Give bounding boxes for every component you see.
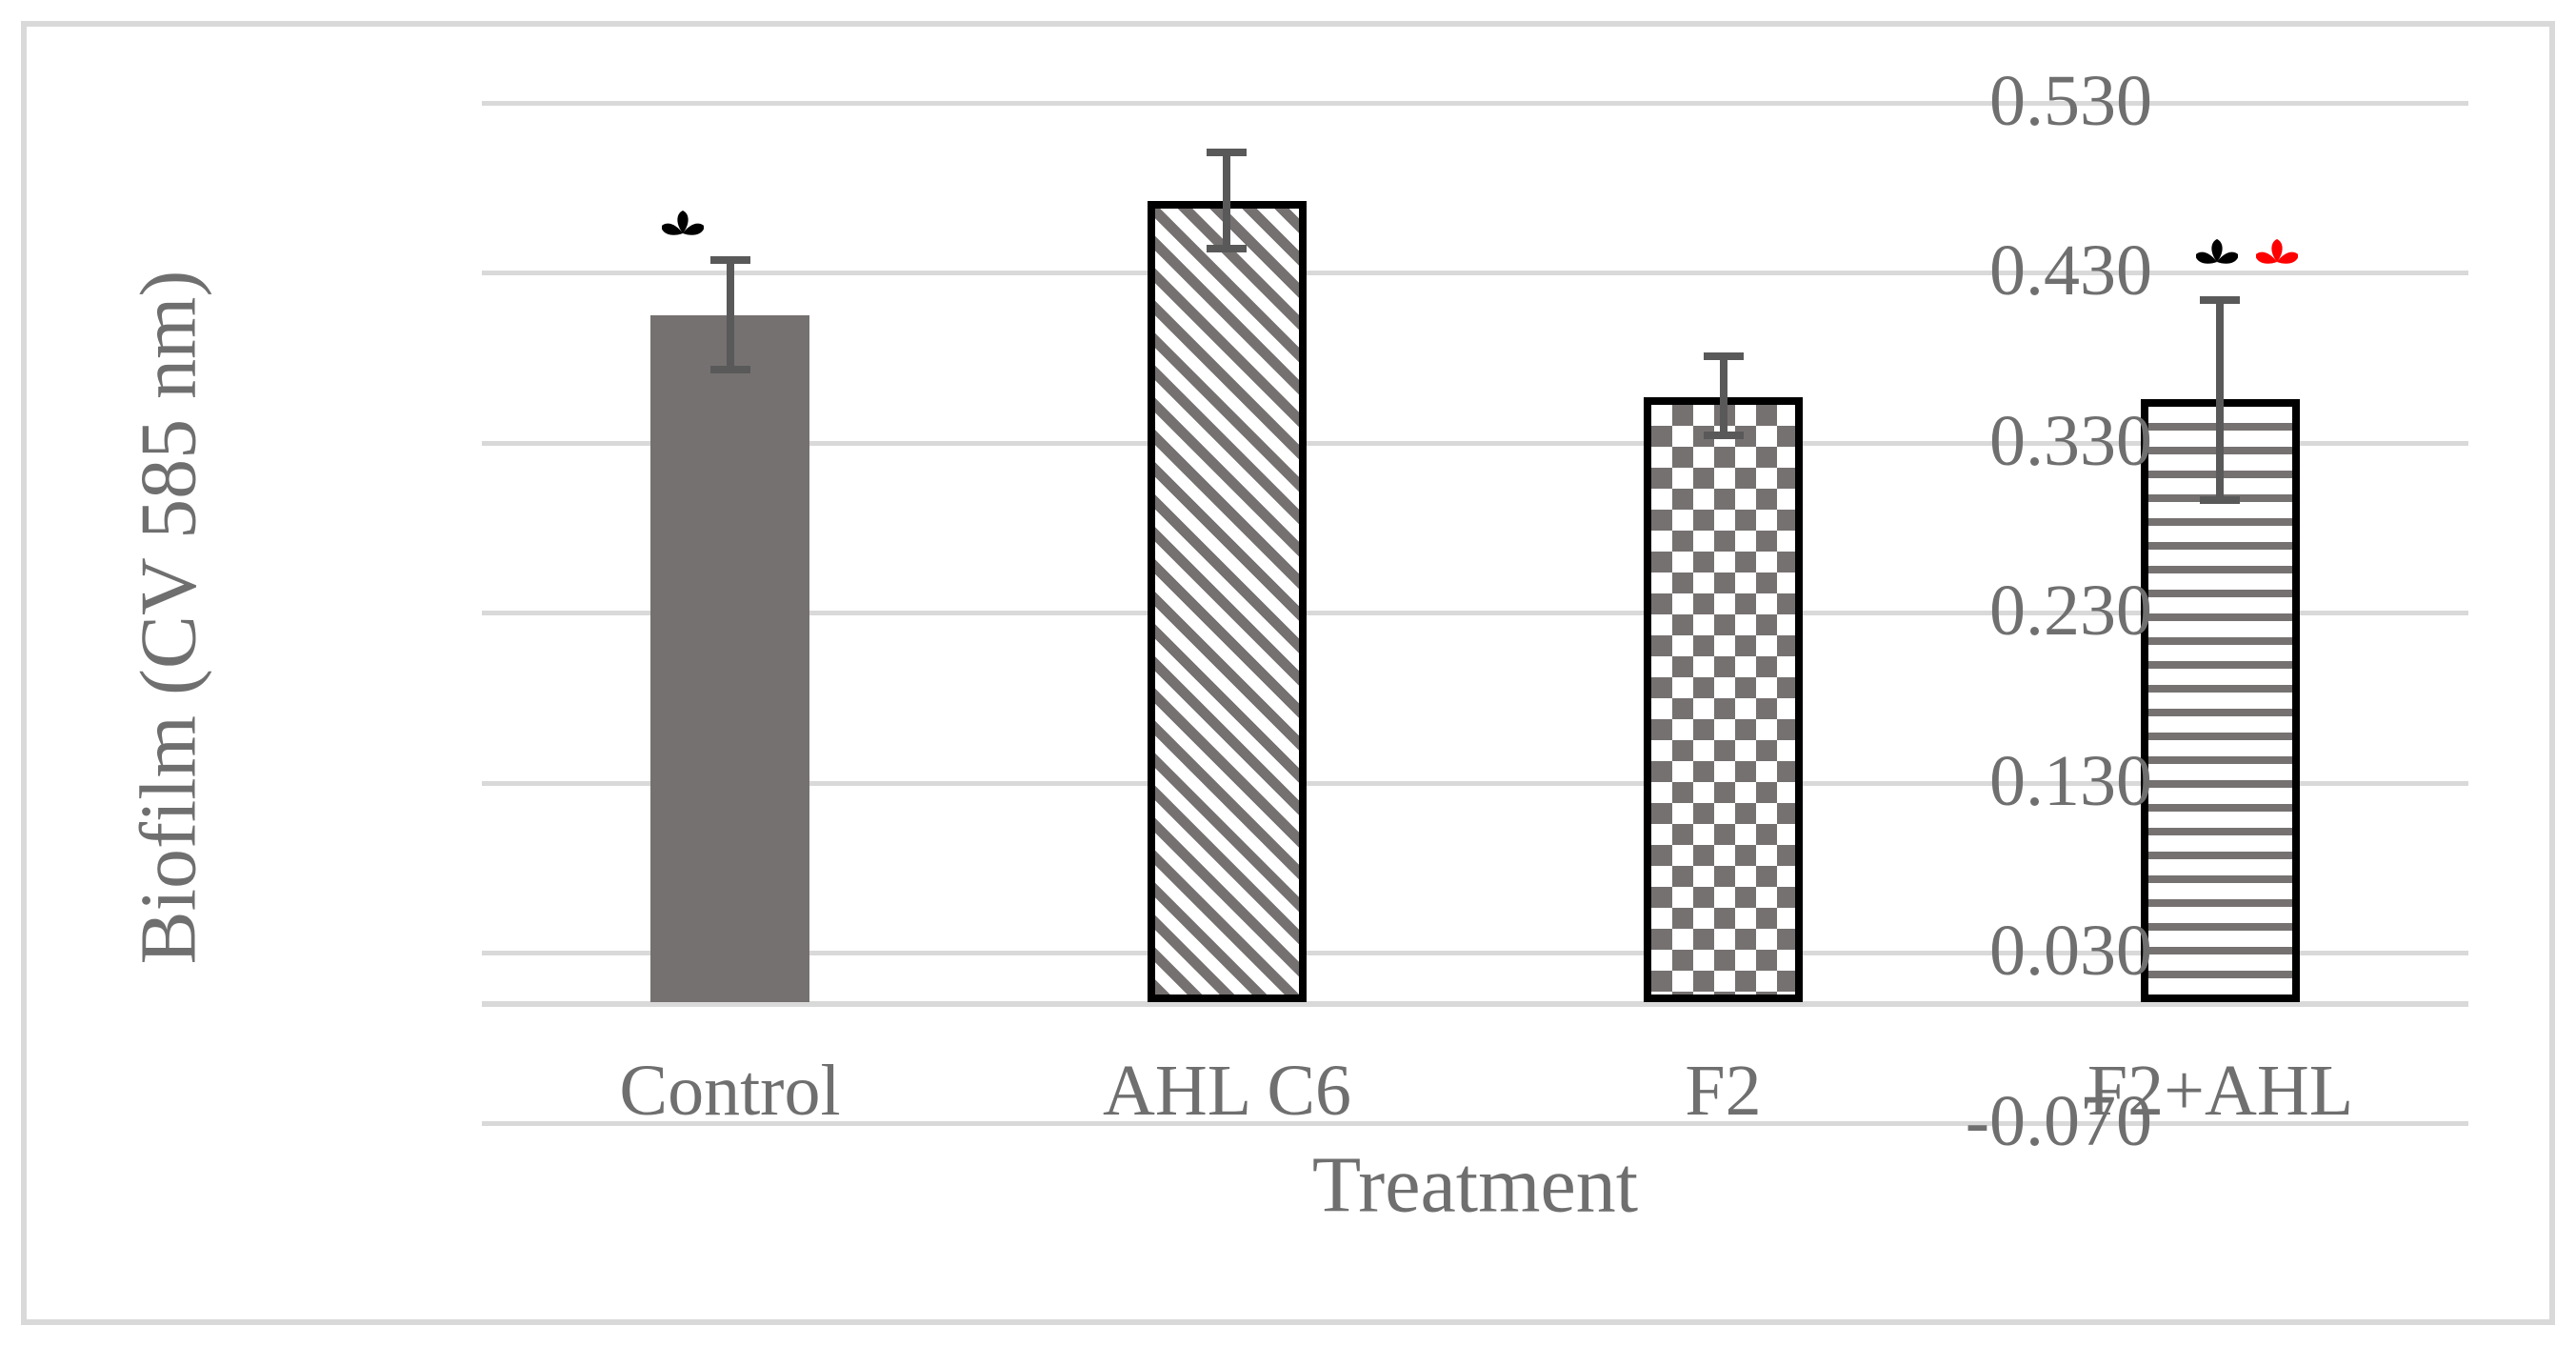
bar-control (650, 315, 809, 1002)
error-bar-line (727, 256, 734, 373)
error-bar-cap (1704, 352, 1744, 360)
gridline (482, 781, 2468, 786)
gridline (482, 1121, 2468, 1126)
y-axis-tick-label: 0.230 (1989, 571, 2152, 651)
error-bar-line (1720, 352, 1727, 439)
black-asterisk-marker (661, 203, 705, 242)
y-axis-title: Biofilm (CV 585 nm) (124, 270, 213, 965)
y-axis-tick-label: 0.130 (1989, 741, 2152, 821)
y-axis-tick-label: 0.430 (1989, 231, 2152, 311)
x-axis-title: Treatment (1311, 1140, 1639, 1230)
y-axis-tick-label: 0.330 (1989, 401, 2152, 481)
chart-border-frame (21, 21, 2555, 1325)
error-bar-cap (1704, 432, 1744, 439)
bar-f2 (1644, 397, 1803, 1002)
bar-ahl-c6 (1148, 201, 1307, 1002)
gridline (482, 271, 2468, 275)
x-axis-line (482, 1001, 2468, 1007)
x-axis-tick-label: F2 (1685, 1051, 1762, 1131)
error-bar-cap (1207, 149, 1247, 156)
gridline (482, 441, 2468, 446)
red-asterisk-marker (2255, 231, 2299, 271)
error-bar-cap (2200, 496, 2240, 504)
error-bar-cap (2200, 296, 2240, 304)
error-bar-line (1223, 149, 1230, 252)
gridline (482, 611, 2468, 615)
y-axis-tick-label: 0.030 (1989, 911, 2152, 991)
error-bar-cap (710, 256, 750, 264)
gridline (482, 101, 2468, 106)
y-axis-tick-label: -0.070 (1965, 1081, 2152, 1161)
x-axis-tick-label: AHL C6 (1102, 1051, 1352, 1131)
error-bar-cap (1207, 245, 1247, 252)
black-asterisk-marker (2195, 231, 2239, 271)
y-axis-tick-label: 0.530 (1989, 61, 2152, 141)
error-bar-cap (710, 366, 750, 373)
error-bar-line (2216, 296, 2224, 504)
x-axis-tick-label: F2+AHL (2087, 1051, 2354, 1131)
gridline (482, 951, 2468, 955)
x-axis-tick-label: Control (619, 1051, 841, 1131)
